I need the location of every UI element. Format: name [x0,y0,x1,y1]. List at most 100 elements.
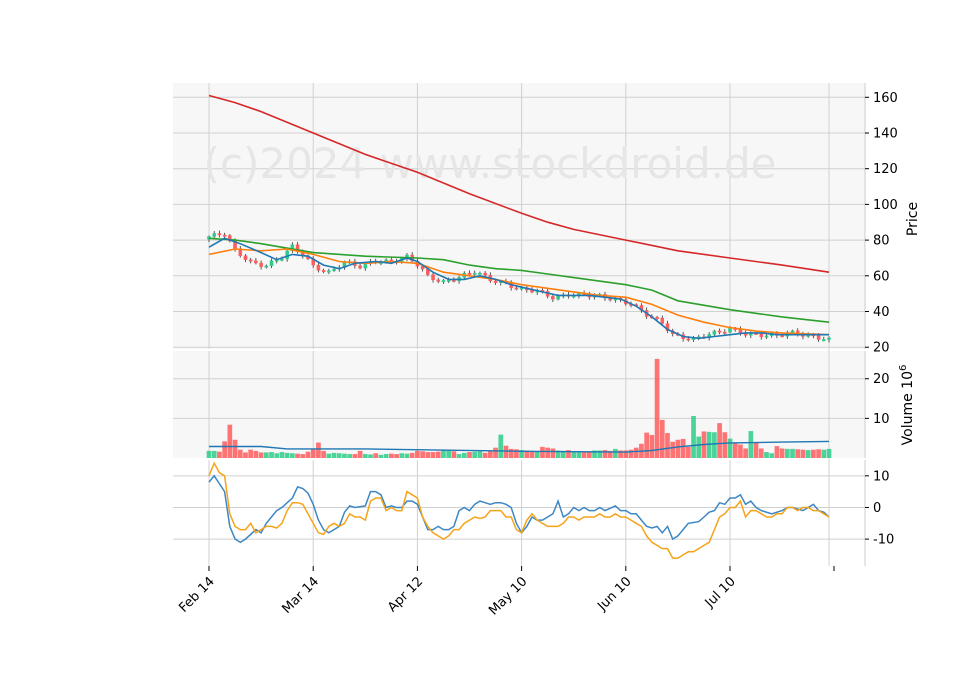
volume-bar [467,452,472,458]
volume-bar [753,442,759,458]
x-tick-label: Jul 10 [702,574,739,611]
volume-bar [378,454,384,458]
volume-bar [352,454,358,458]
volume-bar [347,454,353,458]
volume-bar [644,432,649,458]
candle-up [264,265,269,268]
volume-bar [805,450,811,458]
volume-bar [498,434,504,458]
volume-bar [540,446,545,458]
candle-down [780,335,784,338]
candle-up [212,233,216,237]
candle-down [686,338,691,341]
volume-bar [342,453,347,458]
volume-bar [326,453,332,458]
volume-bar [217,451,222,458]
volume-bar [586,451,592,458]
x-tick-label: Jun 10 [594,574,634,614]
x-tick-label: Apr 12 [385,574,426,615]
volume-bar [795,449,801,458]
candle-down [243,255,248,260]
moving-average-line [208,248,830,336]
volume-bar [685,446,691,458]
volume-bar [274,453,280,458]
volume-axis-label-main: Volume [900,393,916,445]
candle-down [420,265,425,270]
volume-bar [816,449,821,458]
volume-bar [602,450,608,458]
volume-bar [784,448,790,458]
volume-bar [566,450,571,458]
moving-average-line [208,94,830,273]
volume-axis-label-sup: 6 [898,365,909,371]
volume-axis-label-exp: 10 [900,371,916,389]
volume-bar [493,447,498,458]
price-y-tick-label: 140 [873,126,898,141]
volume-bar [633,447,639,458]
candle-down [493,280,498,283]
volume-bar [237,449,243,458]
candle-up [327,270,331,273]
candle-up [446,279,451,282]
candle-down [248,259,253,262]
volume-axis-label: Volume 106 [898,365,916,446]
volume-bar [435,451,441,458]
price-panel [173,83,865,349]
volume-bar [576,451,582,458]
volume-bar [665,433,670,458]
volume-bar [534,451,540,458]
volume-bar [769,453,775,458]
volume-bar [571,452,577,458]
volume-bar [425,452,431,458]
candle-down [217,233,222,236]
volume-bar [232,439,238,458]
volume-bar [758,448,764,458]
volume-bar [253,450,259,458]
volume-bar [336,453,342,458]
volume-bar [659,419,665,458]
volume-bar [524,450,530,458]
macd-y-tick-label: 10 [873,469,890,484]
candle-down [467,272,472,275]
volume-bar [675,439,681,458]
volume-bar [258,452,264,458]
volume-bar [732,442,738,458]
candle-up [827,337,831,340]
volume-bar [514,449,519,458]
volume-bar [290,453,295,458]
candle-down [222,234,227,237]
price-y-tick-label: 60 [873,269,890,284]
candle-down [431,274,435,281]
volume-bars [206,358,832,458]
volume-bar [649,435,655,458]
volume-bar [415,450,420,458]
volume-bar [560,450,566,458]
volume-bar [764,452,769,458]
volume-bar [811,449,816,458]
volume-bar [206,450,212,458]
volume-bar [706,431,712,458]
candle-down [551,296,555,300]
volume-bar [670,441,676,458]
macd-y-tick-label: 0 [873,501,881,516]
volume-bar [373,453,379,458]
volume-bar [383,454,389,458]
volume-bar [503,445,509,458]
volume-bar [451,451,457,458]
volume-bar [722,432,728,458]
candle-up [822,339,826,342]
candle-up [472,272,477,275]
volume-bar [420,451,425,458]
volume-bar [394,454,399,458]
volume-bar [399,453,405,458]
volume-bar [404,453,410,458]
candle-up [269,260,274,267]
volume-bar [717,423,722,458]
candle-up [332,268,336,271]
candle-up [478,272,482,275]
moving-average-line [208,237,829,340]
volume-bar [269,452,274,458]
volume-bar [472,451,478,458]
moving-average-lines [208,94,830,340]
